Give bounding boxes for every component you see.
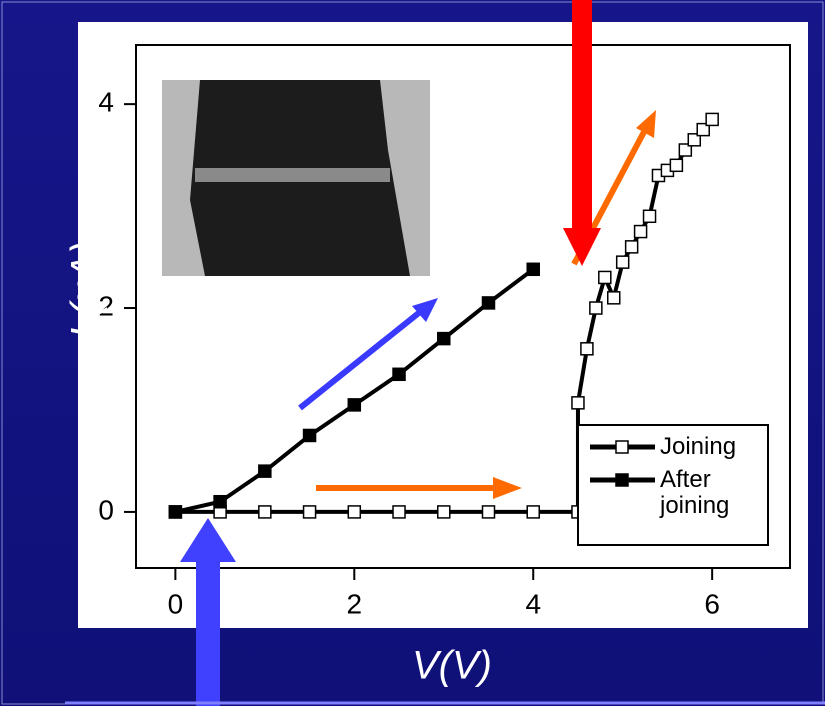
data-point <box>213 494 227 509</box>
data-point <box>624 240 639 254</box>
data-point <box>437 505 451 519</box>
data-point <box>678 143 693 157</box>
inset-image <box>162 80 430 276</box>
legend-label: After joining <box>660 466 730 519</box>
x-tick-label: 4 <box>525 588 541 619</box>
legend-label: Joining <box>660 433 737 460</box>
x-tick-label: 0 <box>168 588 184 619</box>
x-tick-label: 6 <box>704 588 720 619</box>
data-point <box>392 505 406 519</box>
y-tick-label: 0 <box>98 494 114 525</box>
data-point <box>687 133 702 147</box>
data-point <box>347 398 362 412</box>
data-point <box>589 301 603 315</box>
data-point <box>302 505 317 519</box>
y-axis-label: I (uA) <box>64 241 108 339</box>
data-point <box>392 367 406 382</box>
data-point <box>258 464 272 478</box>
data-point <box>669 158 684 173</box>
data-point <box>302 428 317 443</box>
data-point <box>696 122 710 137</box>
y-tick-label: 2 <box>98 290 114 321</box>
data-point <box>571 396 585 410</box>
y-tick-label: 4 <box>98 87 114 118</box>
data-point <box>168 505 183 519</box>
data-point <box>705 112 719 127</box>
legend-marker <box>615 440 629 454</box>
data-point <box>347 505 362 519</box>
axes-frame <box>135 44 791 569</box>
data-point <box>580 342 594 356</box>
data-point <box>481 505 496 519</box>
legend-marker <box>615 473 629 487</box>
x-tick-label: 2 <box>347 588 363 619</box>
arrows <box>65 0 825 706</box>
data-point <box>633 224 648 239</box>
data-point <box>481 296 496 310</box>
data-point <box>437 331 451 346</box>
data-point <box>615 255 630 269</box>
data-point <box>526 505 540 519</box>
x-axis-label: V(V) <box>412 644 492 688</box>
data-point <box>598 270 612 285</box>
data-point <box>607 291 621 305</box>
data-point <box>526 262 540 277</box>
data-point <box>258 505 272 519</box>
data-point <box>642 209 657 224</box>
